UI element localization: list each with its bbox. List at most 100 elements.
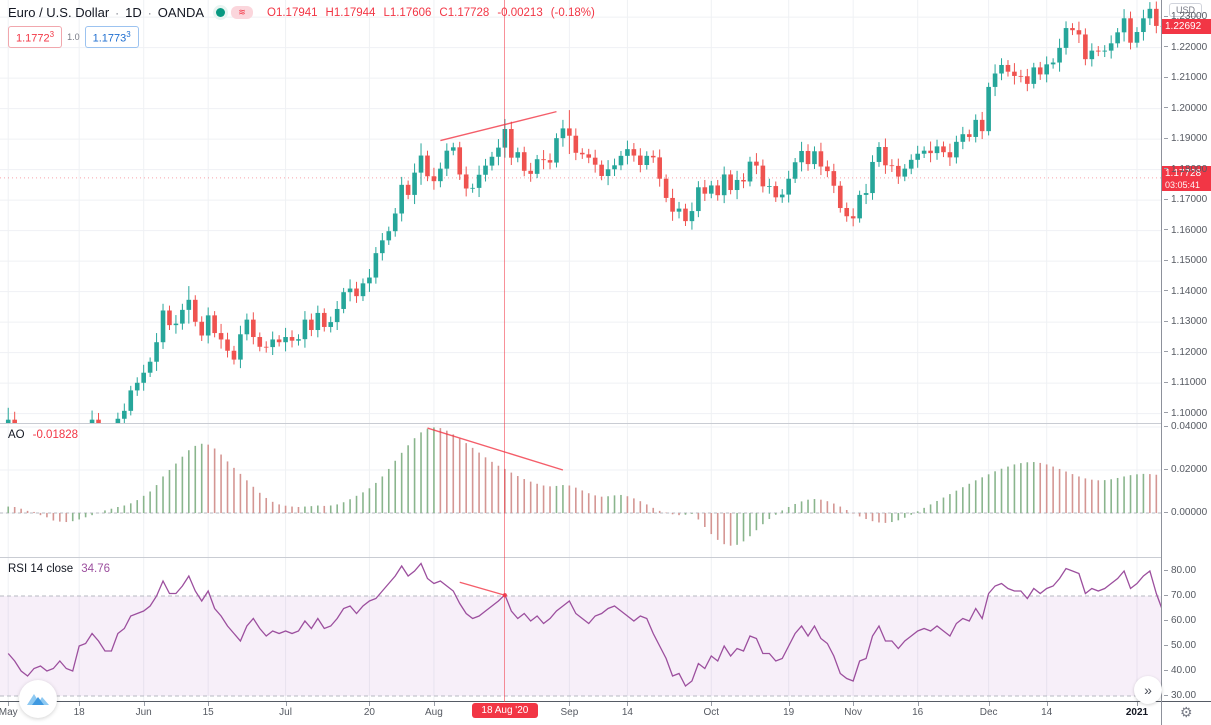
- candle-body: [89, 419, 95, 423]
- candle-body: [779, 194, 785, 198]
- candle-body: [579, 152, 585, 155]
- time-tick-label: May: [0, 707, 18, 718]
- candle-body: [1044, 64, 1049, 75]
- candle-body: [412, 172, 417, 195]
- candle-body: [896, 165, 901, 177]
- candle-body: [173, 323, 179, 326]
- candle-body: [586, 154, 592, 158]
- time-tick-mark: [988, 702, 990, 706]
- candle-body: [747, 161, 753, 182]
- candle-body: [973, 119, 979, 137]
- time-tick-label: Jul: [279, 707, 292, 718]
- candle-body: [1121, 18, 1127, 33]
- candle-body: [605, 169, 611, 176]
- candle-body: [1108, 43, 1114, 51]
- candle-body: [160, 310, 166, 343]
- candle-body: [986, 86, 991, 132]
- candle-body: [657, 157, 662, 179]
- candle-body: [450, 147, 456, 151]
- candle-body: [1050, 62, 1056, 65]
- candle-body: [444, 150, 450, 169]
- rsi-tick-label: 60.00: [1164, 615, 1196, 626]
- price-scale[interactable]: USD 1.22692 1.17728 03:05:41 1.23000 1.22…: [1162, 0, 1211, 701]
- candle-body: [1063, 28, 1069, 48]
- time-tick-label: 16: [912, 707, 924, 718]
- candle-body: [573, 135, 579, 153]
- candle-body: [263, 346, 269, 348]
- time-tick-label: 18: [73, 707, 85, 718]
- candle-body: [863, 193, 869, 195]
- candle-body: [592, 157, 598, 165]
- candle-body: [1005, 64, 1011, 72]
- sell-button[interactable]: 1.17723: [8, 26, 63, 48]
- candle-body: [638, 155, 643, 166]
- exchange-label[interactable]: OANDA: [157, 5, 205, 20]
- candle-body: [631, 149, 637, 156]
- candle-body: [192, 299, 198, 322]
- price-pane[interactable]: [0, 0, 1161, 423]
- candle-body: [167, 310, 172, 326]
- candle-body: [1076, 30, 1082, 35]
- candle-body: [650, 155, 656, 158]
- candle-body: [799, 150, 804, 163]
- buy-button[interactable]: 1.17733: [84, 26, 139, 48]
- collapse-pane-button[interactable]: »: [1134, 676, 1162, 704]
- flag-icon[interactable]: ≋: [231, 6, 254, 19]
- candle-body: [470, 187, 475, 189]
- candle-body: [5, 419, 11, 423]
- candle-body: [180, 309, 185, 324]
- last-price-badge: 1.22692: [1162, 19, 1211, 35]
- pane-divider-price-ao[interactable]: [0, 423, 1211, 424]
- candle-body: [1025, 76, 1030, 84]
- candle-body: [392, 213, 398, 232]
- pane-divider-ao-rsi[interactable]: [0, 557, 1211, 558]
- candle-body: [96, 419, 101, 423]
- candle-body: [902, 168, 908, 177]
- candle-body: [276, 339, 282, 343]
- candle-body: [760, 165, 766, 187]
- rsi-legend[interactable]: RSI 14 close 34.76: [8, 563, 110, 575]
- ao-legend[interactable]: AO -0.01828: [8, 429, 78, 441]
- candle-body: [186, 299, 192, 310]
- candle-body: [251, 319, 256, 338]
- candle-body: [134, 382, 140, 391]
- candle-body: [1128, 18, 1133, 43]
- candle-body: [850, 216, 856, 219]
- candle-body: [921, 150, 927, 154]
- broker-logo-button[interactable]: [19, 680, 57, 718]
- candle-body: [515, 152, 521, 158]
- price-tick-label: 1.18000: [1164, 164, 1207, 175]
- candle-body: [928, 150, 933, 154]
- rsi-pane[interactable]: [0, 558, 1161, 701]
- candle-body: [489, 156, 495, 166]
- market-open-icon[interactable]: [216, 8, 226, 17]
- rsi-line: [7, 562, 1161, 687]
- candle-body: [915, 153, 920, 160]
- low-value: L1.17606: [383, 6, 432, 19]
- legend-separator: ·: [147, 5, 152, 20]
- gear-icon[interactable]: ⚙: [1180, 704, 1193, 720]
- candle-body: [966, 134, 972, 137]
- time-tick-mark: [1136, 702, 1138, 706]
- candle-body: [270, 339, 275, 348]
- time-tick-label: Aug: [425, 707, 443, 718]
- candle-body: [1147, 8, 1153, 19]
- change-percent: (-0.18%): [550, 6, 595, 19]
- time-tick-label: Dec: [979, 707, 998, 718]
- rsi-tick-label: 80.00: [1164, 565, 1196, 576]
- rsi-tick-label: 40.00: [1164, 665, 1196, 676]
- price-tick-label: 1.11000: [1164, 377, 1206, 388]
- time-tick-mark: [788, 702, 790, 706]
- time-tick-mark: [1046, 702, 1048, 706]
- time-tick-label: 19: [783, 707, 795, 718]
- time-scale[interactable]: 18 Aug '20 May 18 Jun 15 Jul 20 Aug Sep 14 Oct 19 N…: [0, 702, 1161, 725]
- ao-pane[interactable]: [0, 424, 1161, 557]
- symbol-title[interactable]: Euro / U.S. Dollar: [8, 5, 110, 20]
- candle-body: [1115, 32, 1120, 44]
- candle-body: [367, 277, 372, 284]
- interval-label[interactable]: 1D: [125, 5, 142, 20]
- candle-body: [599, 164, 604, 176]
- candle-body: [1012, 71, 1017, 76]
- time-tick-mark: [433, 702, 435, 706]
- candle-body: [463, 174, 469, 189]
